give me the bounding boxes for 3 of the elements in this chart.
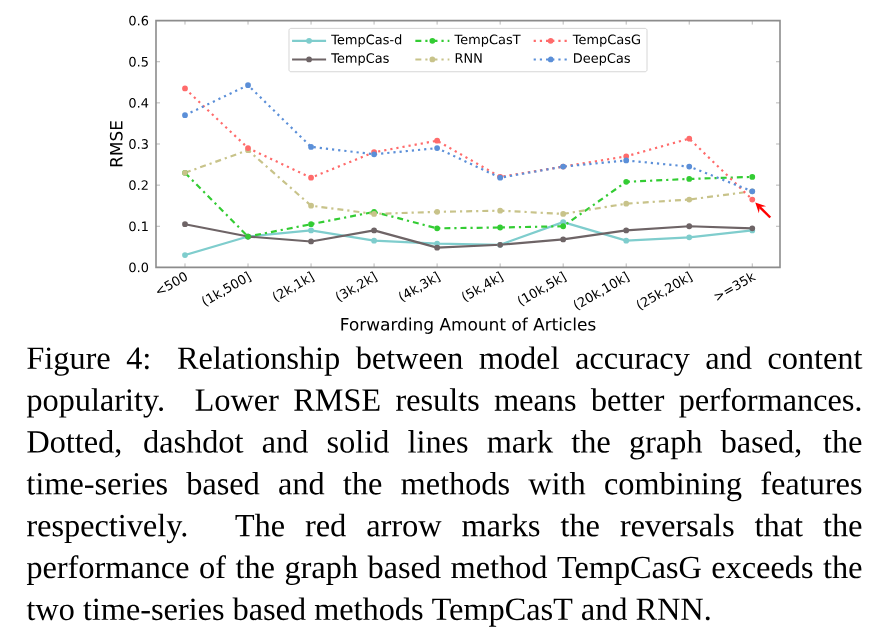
caption: Figure 4: Relationship between model accuracy and content popularity. Lower RMSE results means better performances. Dotted, dashdot and solid lines mark the graph based, the time-series based and the methods with combining features respectively. The red arrow marks the reversals that the performance of the graph based method TempCasG exceeds the two time-series based methods TempCasT and RNN.	[26, 346, 863, 627]
y-axis-title: RMSE	[109, 121, 123, 167]
x-axis-title: Forwarding Amount of Articles	[341, 317, 596, 334]
